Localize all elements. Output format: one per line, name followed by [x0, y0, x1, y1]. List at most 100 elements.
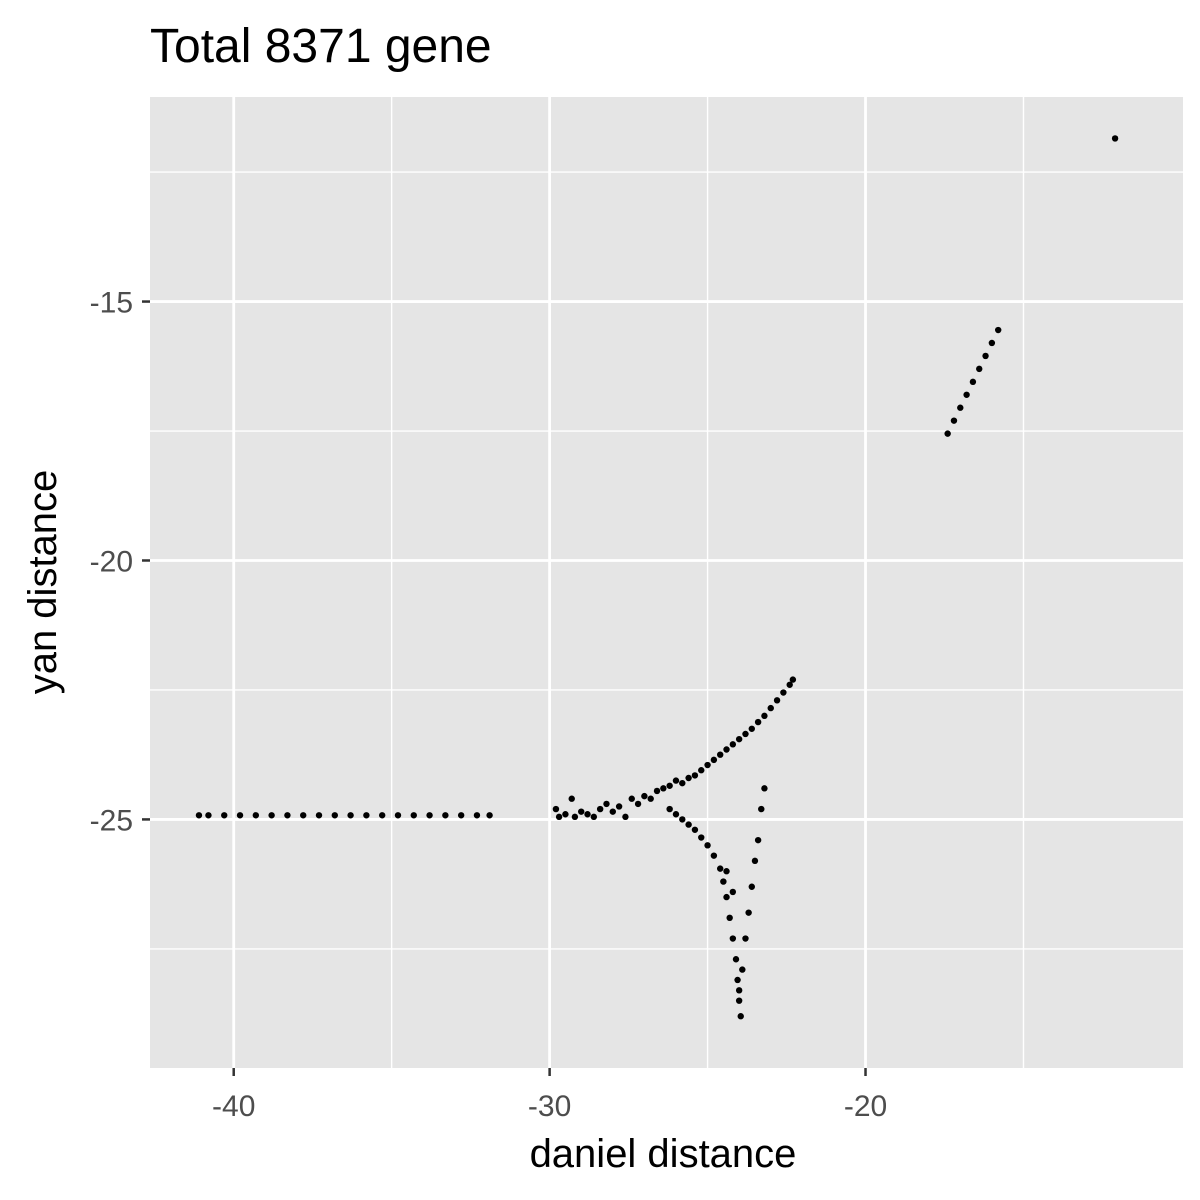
data-point	[378, 812, 386, 819]
data-point	[284, 812, 291, 819]
data-point	[268, 812, 275, 819]
data-point	[205, 812, 212, 819]
data-point	[578, 808, 585, 815]
chart-title: Total 8371 gene	[150, 20, 492, 73]
data-point	[969, 378, 977, 386]
data-point	[221, 812, 228, 819]
data-points	[195, 135, 1119, 1020]
data-point	[737, 1013, 744, 1020]
data-point	[754, 836, 762, 844]
data-point	[555, 813, 563, 821]
x-tick-label: -30	[528, 1090, 571, 1123]
data-point	[729, 935, 737, 942]
data-point	[685, 821, 692, 828]
plot-panel	[150, 97, 1183, 1068]
data-point	[609, 808, 616, 815]
y-tick-label: -20	[90, 545, 133, 578]
data-point	[603, 800, 610, 808]
data-point	[236, 812, 244, 819]
data-point	[963, 391, 970, 398]
data-point	[442, 812, 449, 819]
x-tick-label: -20	[844, 1090, 887, 1123]
data-point	[780, 689, 787, 696]
data-point	[672, 811, 680, 818]
data-point	[653, 787, 661, 795]
data-point	[672, 777, 680, 784]
data-point	[704, 761, 711, 769]
x-axis-title: daniel distance	[530, 1132, 797, 1176]
data-point	[735, 987, 743, 994]
data-point	[363, 812, 370, 819]
data-point	[723, 893, 730, 901]
data-point	[679, 816, 686, 823]
data-point	[717, 751, 724, 758]
data-point	[717, 865, 724, 872]
major-gridlines	[150, 97, 1183, 1068]
data-point	[735, 735, 743, 743]
data-point	[950, 417, 958, 424]
data-point	[739, 966, 746, 973]
data-point	[300, 812, 307, 819]
data-point	[735, 997, 743, 1004]
data-point	[666, 782, 673, 789]
y-axis-ticks: -15 -20 -25	[90, 287, 150, 837]
data-point	[710, 756, 718, 764]
data-point	[691, 826, 699, 833]
data-point	[742, 730, 749, 738]
data-point	[773, 697, 781, 704]
data-point	[647, 795, 654, 802]
data-point	[660, 785, 667, 792]
data-point	[729, 741, 737, 748]
data-point	[720, 878, 727, 885]
data-point	[315, 812, 323, 819]
data-point	[748, 725, 755, 732]
data-point	[571, 813, 579, 821]
data-point	[641, 792, 648, 800]
data-point	[394, 812, 402, 819]
data-point	[410, 812, 417, 819]
data-point	[761, 785, 768, 792]
data-point	[994, 326, 1002, 334]
data-point	[666, 805, 673, 813]
data-point	[1111, 135, 1119, 142]
data-point	[331, 812, 339, 819]
data-point	[767, 704, 774, 712]
data-point	[729, 888, 737, 896]
data-point	[590, 813, 598, 821]
data-point	[698, 834, 705, 841]
data-point	[685, 774, 692, 782]
data-point	[723, 746, 730, 753]
data-point	[710, 852, 718, 859]
data-point	[751, 857, 759, 865]
data-point	[347, 812, 354, 819]
data-point	[622, 813, 629, 821]
x-axis-ticks: -40 -30 -20	[212, 1068, 887, 1123]
data-point	[426, 812, 433, 819]
data-point	[704, 842, 711, 849]
data-point	[628, 795, 635, 802]
data-point	[976, 365, 983, 373]
y-tick-label: -25	[90, 804, 133, 837]
data-point	[734, 976, 741, 984]
data-point	[786, 681, 793, 688]
data-point	[982, 352, 989, 360]
data-point	[742, 935, 749, 942]
data-point	[596, 805, 604, 813]
data-point	[457, 812, 465, 819]
data-point	[634, 800, 642, 808]
data-point	[726, 914, 733, 922]
data-point	[745, 909, 752, 916]
data-point	[754, 718, 762, 726]
data-point	[252, 812, 260, 819]
data-point	[988, 339, 996, 347]
data-point	[723, 868, 730, 875]
data-point	[562, 811, 569, 818]
data-point	[473, 812, 481, 819]
data-point	[698, 767, 705, 774]
data-point	[732, 956, 740, 963]
data-point	[195, 812, 203, 819]
data-point	[679, 779, 686, 787]
data-point	[789, 676, 797, 683]
